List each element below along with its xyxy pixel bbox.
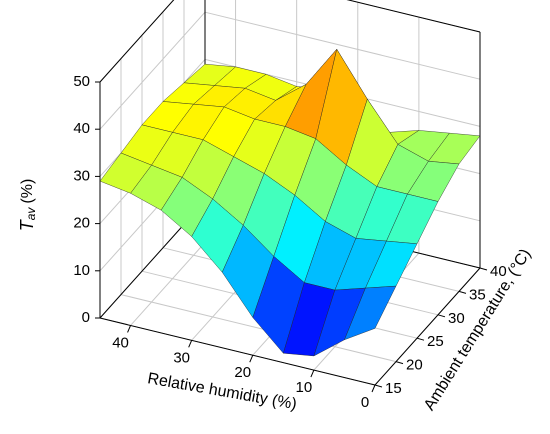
y-tick-label: 30 — [448, 310, 465, 327]
z-tick-label: 20 — [73, 215, 90, 232]
y-tick-label: 25 — [427, 333, 444, 350]
z-title-main: T — [17, 218, 37, 231]
tick-mark — [479, 267, 488, 271]
tick-mark — [374, 384, 383, 388]
tick-mark — [249, 355, 254, 363]
axis-frame — [346, 0, 481, 33]
tick-mark — [371, 384, 376, 393]
z-tick-label: 0 — [82, 309, 90, 326]
grid-line — [99, 0, 175, 83]
z-tick-label: 40 — [73, 120, 90, 137]
tick-mark — [127, 325, 132, 333]
x-tick-label: 0 — [361, 394, 369, 411]
y-tick-label: 40 — [490, 263, 507, 280]
tick-mark — [188, 340, 193, 348]
grid-line — [120, 294, 397, 363]
tick-mark — [416, 337, 425, 341]
x-tick-label: 20 — [234, 364, 251, 381]
x-axis-title: Relative humidity (%) — [146, 370, 298, 413]
y-tick-label: 20 — [406, 357, 423, 374]
z-tick-label: 10 — [73, 262, 90, 279]
x-tick-label: 30 — [173, 349, 190, 366]
tick-mark — [310, 369, 315, 378]
y-tick-label: 35 — [469, 286, 486, 303]
z-title-unit: (%) — [19, 179, 36, 204]
axis-frame — [99, 317, 376, 386]
grid-line — [99, 11, 206, 130]
x-tick-label: 40 — [112, 334, 129, 351]
axis-frame — [374, 267, 481, 386]
grid-line — [204, 11, 481, 80]
grid-line — [346, 0, 481, 33]
tick-mark — [458, 290, 467, 294]
z-axis-title: Tav (%) — [17, 179, 38, 232]
z-tick-label: 30 — [73, 167, 90, 184]
y-tick-label: 15 — [385, 380, 402, 397]
axis-frame — [99, 0, 175, 83]
z-title-sub: av — [24, 207, 38, 221]
surface-cell — [344, 285, 397, 341]
tick-mark — [395, 361, 404, 365]
z-tick-label: 50 — [73, 73, 90, 90]
tick-mark — [437, 314, 446, 318]
x-tick-label: 10 — [296, 379, 313, 396]
